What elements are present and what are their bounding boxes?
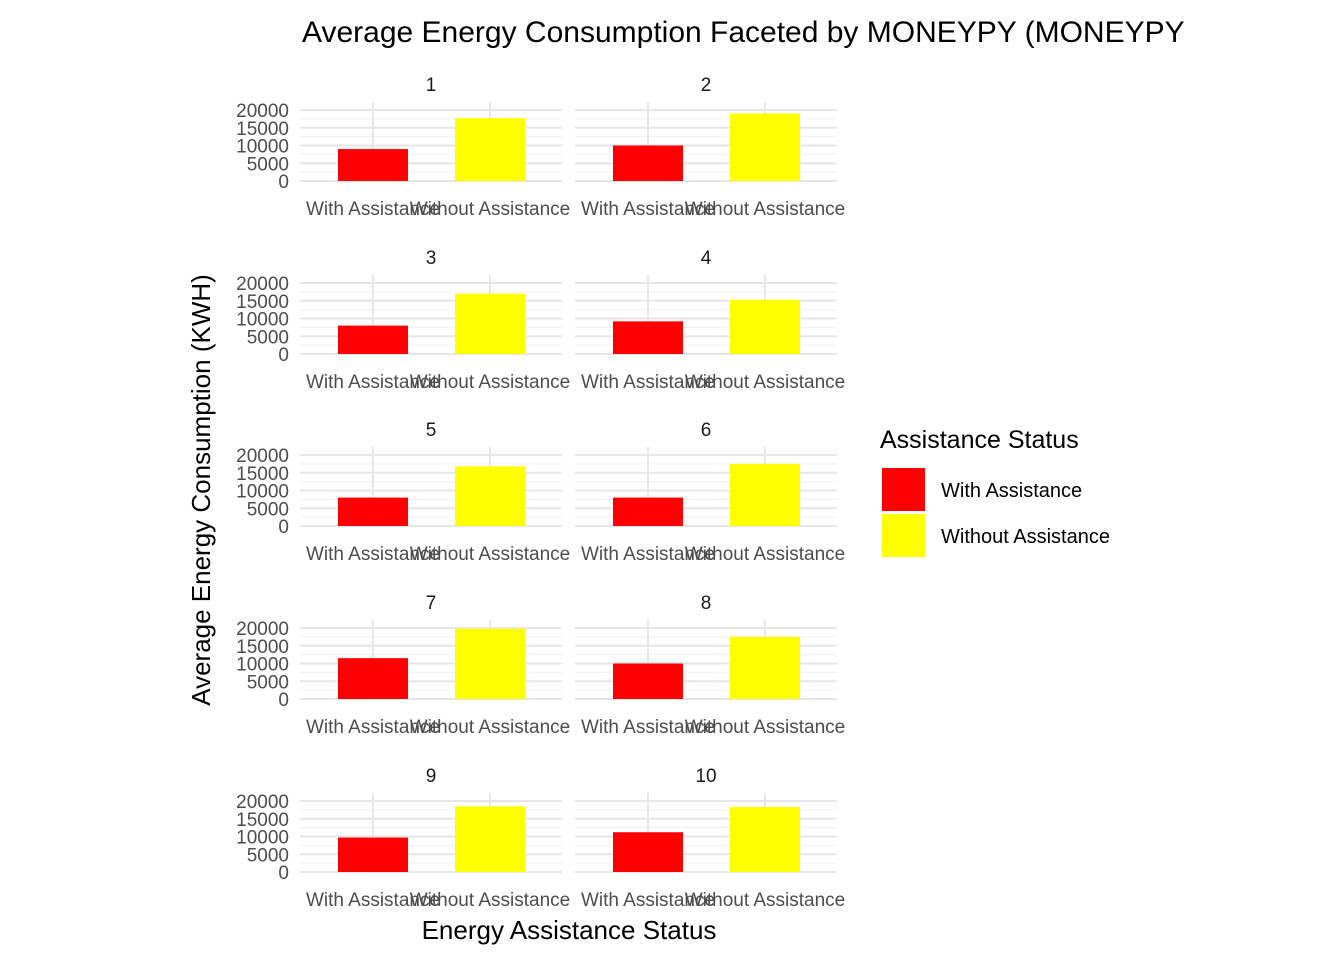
x-tick-label: With Assistance [306,199,440,220]
y-tick-label: 0 [278,345,289,366]
y-tick-label: 10000 [236,655,289,676]
y-tick-label: 0 [278,690,289,711]
facet-strip-label: 10 [695,766,716,787]
bar [613,832,683,872]
legend: Assistance Status With Assistance Without… [880,426,1110,557]
x-tick-label: Without Assistance [410,717,571,738]
facet-strip-label: 7 [426,593,437,614]
x-tick-label: With Assistance [306,717,440,738]
y-tick-label: 10000 [236,482,289,503]
bar [730,113,800,181]
y-tick-label: 5000 [247,845,289,866]
bar [338,149,408,181]
y-tick-label: 20000 [236,446,289,467]
bar [730,807,800,872]
y-tick-label: 20000 [236,619,289,640]
legend-items: With Assistance Without Assistance [882,468,1110,557]
legend-item-label: Without Assistance [941,526,1110,548]
y-tick-label: 0 [278,172,289,193]
x-tick-label: With Assistance [306,890,440,911]
bar [730,299,800,354]
x-tick-label: Without Assistance [410,544,571,565]
y-tick-label: 20000 [236,274,289,295]
bar [455,466,525,526]
y-tick-label: 15000 [236,464,289,485]
bar [338,658,408,699]
legend-key-swatch [882,514,925,557]
x-tick-label: With Assistance [581,199,715,220]
facet-strip-label: 1 [426,75,437,96]
bar [730,463,800,526]
bar [613,663,683,699]
x-tick-label: With Assistance [581,717,715,738]
x-tick-label: Without Assistance [410,372,571,393]
bar [455,118,525,181]
x-tick-label: Without Assistance [685,717,846,738]
x-tick-label: With Assistance [581,372,715,393]
facet-strip-label: 2 [701,75,712,96]
y-tick-label: 0 [278,863,289,884]
x-tick-label: Without Assistance [685,372,846,393]
bar [730,636,800,699]
facet-strip-label: 6 [701,420,712,441]
y-tick-label: 5000 [247,154,289,175]
y-tick-label: 10000 [236,310,289,331]
x-tick-label: With Assistance [306,372,440,393]
facet-strip-label: 3 [426,248,437,269]
bar [613,497,683,526]
legend-title: Assistance Status [880,426,1079,454]
y-tick-label: 5000 [247,499,289,520]
bar [455,293,525,354]
chart-title: Average Energy Consumption Faceted by MO… [302,16,1185,49]
bar [338,325,408,354]
facet-strip-label: 8 [701,593,712,614]
x-tick-label: With Assistance [306,544,440,565]
y-tick-label: 0 [278,517,289,538]
x-tick-label: Without Assistance [685,544,846,565]
y-tick-label: 10000 [236,137,289,158]
bar [338,497,408,526]
y-tick-label: 15000 [236,810,289,831]
x-tick-label: Without Assistance [685,890,846,911]
bar [455,806,525,872]
bar [613,145,683,181]
y-tick-label: 5000 [247,327,289,348]
y-tick-label: 10000 [236,828,289,849]
y-axis-title: Average Energy Consumption (KWH) [186,274,216,706]
x-tick-label: With Assistance [581,544,715,565]
x-axis-title: Energy Assistance Status [422,915,717,945]
bar [455,628,525,699]
x-tick-label: Without Assistance [685,199,846,220]
x-tick-label: Without Assistance [410,890,571,911]
y-tick-label: 20000 [236,792,289,813]
legend-key-swatch [882,468,925,511]
bar [613,321,683,354]
x-tick-label: With Assistance [581,890,715,911]
y-tick-label: 15000 [236,292,289,313]
y-tick-label: 5000 [247,672,289,693]
x-tick-label: Without Assistance [410,199,571,220]
facet-strip-label: 9 [426,766,437,787]
y-tick-label: 15000 [236,637,289,658]
legend-item-label: With Assistance [941,480,1082,502]
facet-strip-label: 4 [701,248,712,269]
y-tick-label: 20000 [236,101,289,122]
y-tick-label: 15000 [236,119,289,140]
facet-strip-label: 5 [426,420,437,441]
bar [338,837,408,872]
